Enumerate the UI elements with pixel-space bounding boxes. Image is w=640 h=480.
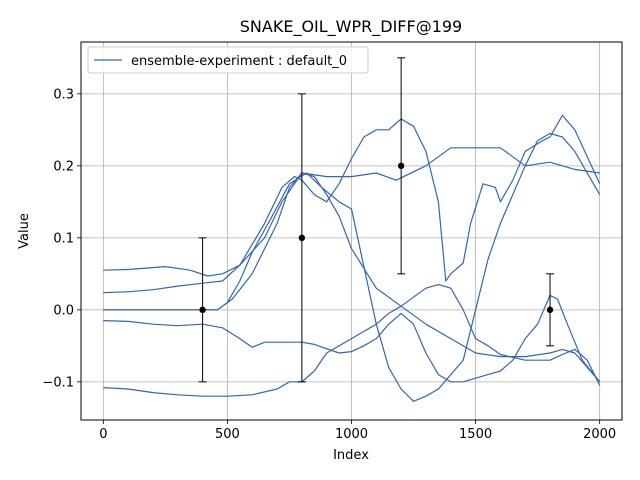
error-bars (198, 57, 555, 383)
x-tick-label: 1500 (459, 427, 492, 442)
y-tick-label: −0.1 (42, 375, 74, 390)
legend-box (87, 46, 369, 74)
observation-point (199, 306, 206, 314)
grid (81, 42, 622, 420)
y-tick-label: 0.2 (53, 159, 74, 174)
y-axis-ticks: −0.1 0.0 0.1 0.2 0.3 (42, 87, 81, 390)
series-line (103, 294, 601, 383)
series-line (103, 172, 601, 383)
legend-entry-label: ensemble-experiment : default_0 (131, 54, 347, 69)
y-tick-label: 0.3 (53, 87, 74, 102)
x-tick-label: 1000 (335, 427, 368, 442)
plot-area: 0 500 1000 1500 2000 −0.1 0.0 0.1 0.2 0.3 (42, 41, 623, 442)
series-group (103, 114, 601, 402)
x-axis-label: Index (333, 448, 369, 463)
x-tick-label: 0 (99, 427, 107, 442)
observation-point (546, 306, 554, 314)
observation-point (397, 162, 405, 170)
x-tick-label: 2000 (583, 427, 616, 442)
chart-title: SNAKE_OIL_WPR_DIFF@199 (240, 17, 462, 37)
series-line (103, 132, 601, 402)
y-axis-label: Value (17, 213, 32, 249)
series-line (103, 114, 601, 294)
observation-point (298, 234, 306, 242)
x-axis-ticks: 0 500 1000 1500 2000 (99, 420, 616, 442)
x-tick-label: 500 (215, 427, 240, 442)
legend: ensemble-experiment : default_0 (87, 46, 369, 74)
y-tick-label: 0.0 (53, 303, 74, 318)
series-line (103, 284, 601, 397)
y-tick-label: 0.1 (53, 231, 74, 246)
